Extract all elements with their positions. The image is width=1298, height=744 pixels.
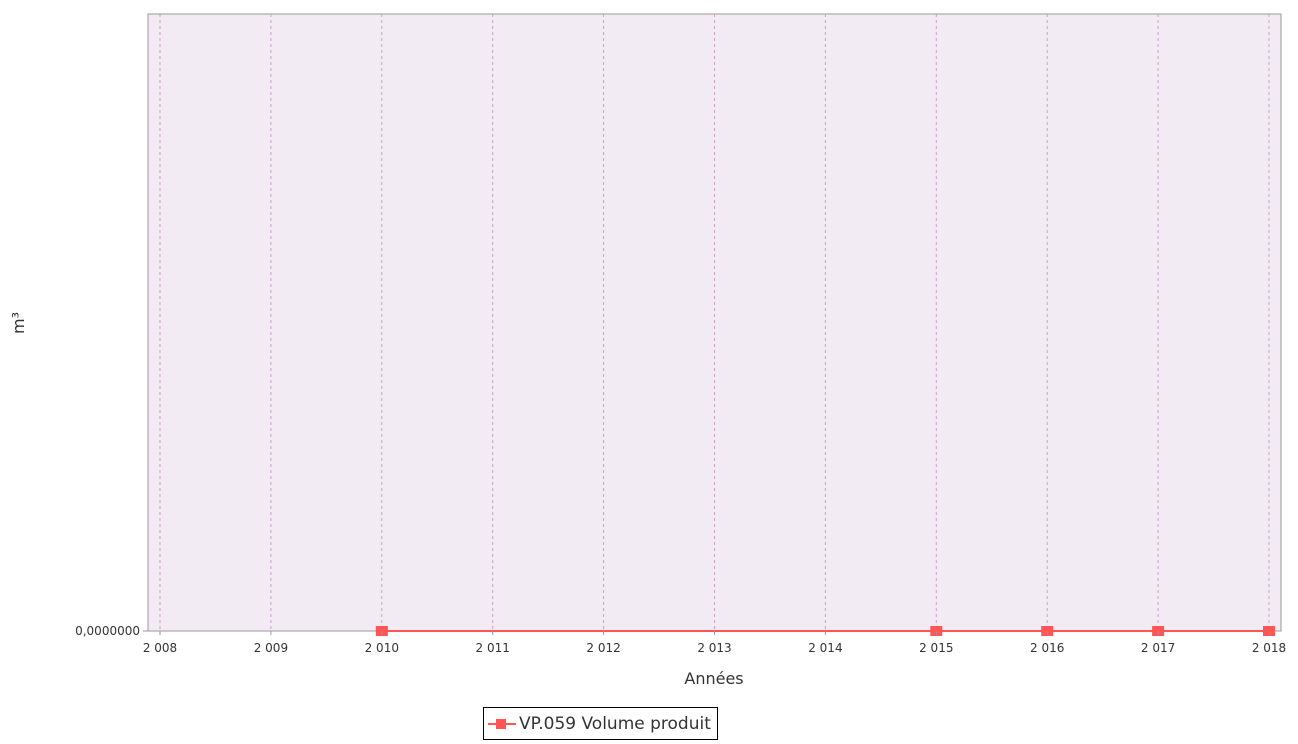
legend: VP.059 Volume produit: [483, 707, 718, 740]
x-tick-label: 2 018: [1252, 641, 1286, 655]
y-tick-label: 0,0000000: [75, 624, 140, 638]
x-tick-label: 2 014: [808, 641, 842, 655]
x-tick-label: 2 010: [365, 641, 399, 655]
x-axis-title: Années: [684, 669, 743, 688]
x-tick-label: 2 012: [586, 641, 620, 655]
x-tick-label: 2 008: [143, 641, 177, 655]
x-tick-label: 2 013: [697, 641, 731, 655]
legend-label: VP.059 Volume produit: [519, 713, 711, 734]
x-axis-ticks: 2 008 2 009 2 010 2 011 2 012 2 013 2 014 2 015…: [143, 631, 1286, 655]
grid-lines: [159, 14, 1270, 631]
y-axis-title: m³: [9, 312, 28, 334]
x-tick-label: 2 011: [476, 641, 510, 655]
x-tick-label: 2 016: [1030, 641, 1064, 655]
x-tick-label: 2 015: [919, 641, 953, 655]
x-tick-label: 2 017: [1141, 641, 1175, 655]
y-axis-ticks: 0,0000000: [75, 624, 148, 638]
legend-swatch: [488, 717, 516, 731]
x-tick-label: 2 009: [254, 641, 288, 655]
